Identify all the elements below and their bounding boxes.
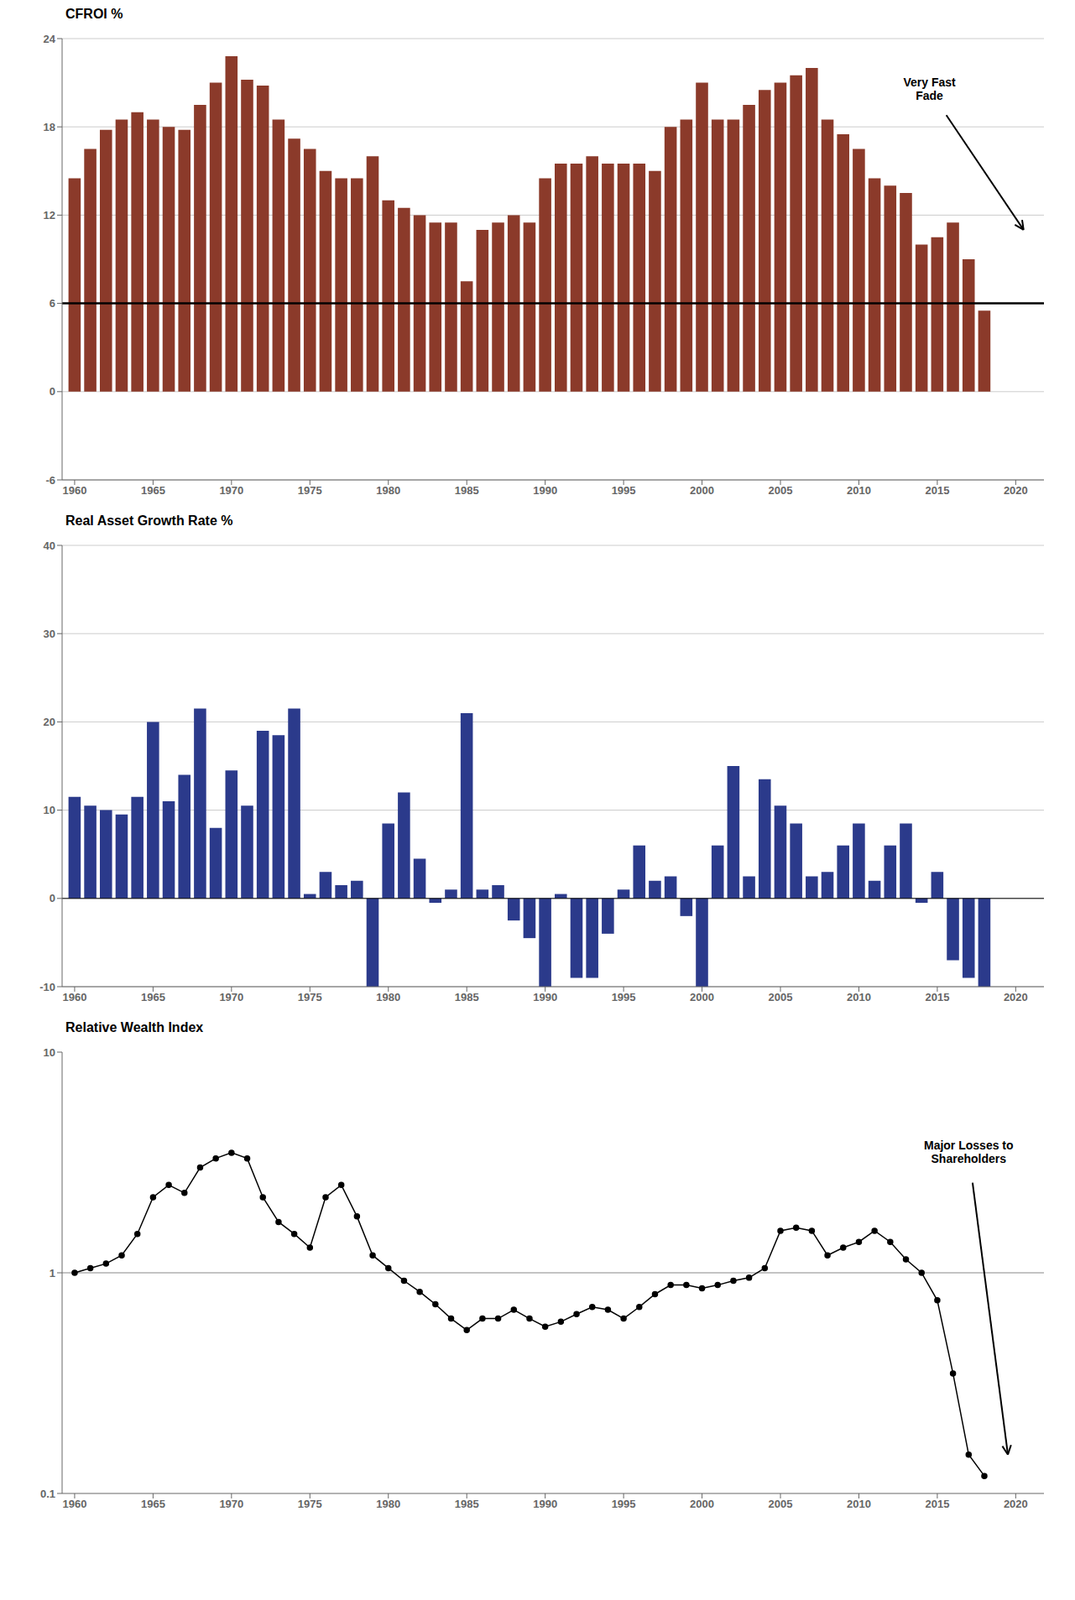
svg-text:18: 18	[43, 120, 56, 134]
svg-text:1960: 1960	[62, 484, 87, 497]
svg-text:-6: -6	[45, 474, 56, 487]
svg-text:1970: 1970	[219, 991, 244, 1004]
svg-text:2015: 2015	[924, 484, 950, 497]
svg-text:1975: 1975	[297, 991, 323, 1004]
svg-text:10: 10	[43, 803, 56, 817]
svg-text:30: 30	[43, 627, 56, 641]
html-text:CFROI %: CFROI %	[65, 6, 123, 21]
html-text:Relative Wealth Index: Relative Wealth Index	[65, 1020, 204, 1035]
svg-text:24: 24	[43, 32, 57, 46]
svg-text:0: 0	[49, 385, 56, 398]
svg-text:0.1: 0.1	[40, 1487, 56, 1501]
svg-text:2000: 2000	[689, 991, 715, 1004]
svg-text:1985: 1985	[454, 484, 480, 497]
svg-text:2000: 2000	[689, 484, 715, 497]
svg-text:2005: 2005	[768, 991, 794, 1004]
svg-text:1980: 1980	[375, 991, 401, 1004]
svg-text:1980: 1980	[375, 1497, 401, 1511]
svg-text:-10: -10	[39, 981, 56, 994]
svg-text:20: 20	[43, 715, 56, 729]
svg-text:1990: 1990	[532, 484, 558, 497]
svg-text:1990: 1990	[532, 991, 558, 1004]
svg-text:1965: 1965	[140, 484, 166, 497]
svg-text:1990: 1990	[532, 1497, 558, 1511]
svg-text:1985: 1985	[454, 991, 480, 1004]
svg-text:1995: 1995	[611, 991, 637, 1004]
svg-text:2020: 2020	[1003, 1497, 1029, 1511]
svg-text:2015: 2015	[924, 1497, 950, 1511]
svg-text:2015: 2015	[924, 991, 950, 1004]
svg-text:1965: 1965	[140, 1497, 166, 1511]
svg-text:2010: 2010	[846, 1497, 872, 1511]
svg-text:1995: 1995	[611, 1497, 637, 1511]
svg-text:12: 12	[43, 208, 56, 222]
svg-text:Very FastFade: Very FastFade	[902, 75, 956, 103]
svg-text:Major Losses toShareholders: Major Losses toShareholders	[923, 1138, 1014, 1166]
svg-text:1975: 1975	[297, 484, 323, 497]
svg-text:2010: 2010	[846, 991, 872, 1004]
svg-text:1965: 1965	[140, 991, 166, 1004]
svg-text:1: 1	[49, 1267, 56, 1280]
svg-text:1975: 1975	[297, 1497, 323, 1511]
svg-text:2005: 2005	[768, 1497, 794, 1511]
svg-text:40: 40	[43, 539, 56, 553]
svg-text:0: 0	[49, 892, 56, 905]
svg-text:1960: 1960	[62, 991, 87, 1004]
svg-text:2005: 2005	[768, 484, 794, 497]
svg-text:10: 10	[43, 1046, 56, 1060]
svg-text:2010: 2010	[846, 484, 872, 497]
html-text:Real Asset Growth Rate %: Real Asset Growth Rate %	[65, 513, 233, 528]
svg-text:2020: 2020	[1003, 991, 1029, 1004]
svg-text:1970: 1970	[219, 484, 244, 497]
svg-text:6: 6	[49, 297, 56, 310]
svg-text:1980: 1980	[375, 484, 401, 497]
svg-text:1970: 1970	[219, 1497, 244, 1511]
svg-text:1985: 1985	[454, 1497, 480, 1511]
svg-text:1995: 1995	[611, 484, 637, 497]
svg-text:2020: 2020	[1003, 484, 1029, 497]
svg-text:1960: 1960	[62, 1497, 87, 1511]
svg-text:2000: 2000	[689, 1497, 715, 1511]
